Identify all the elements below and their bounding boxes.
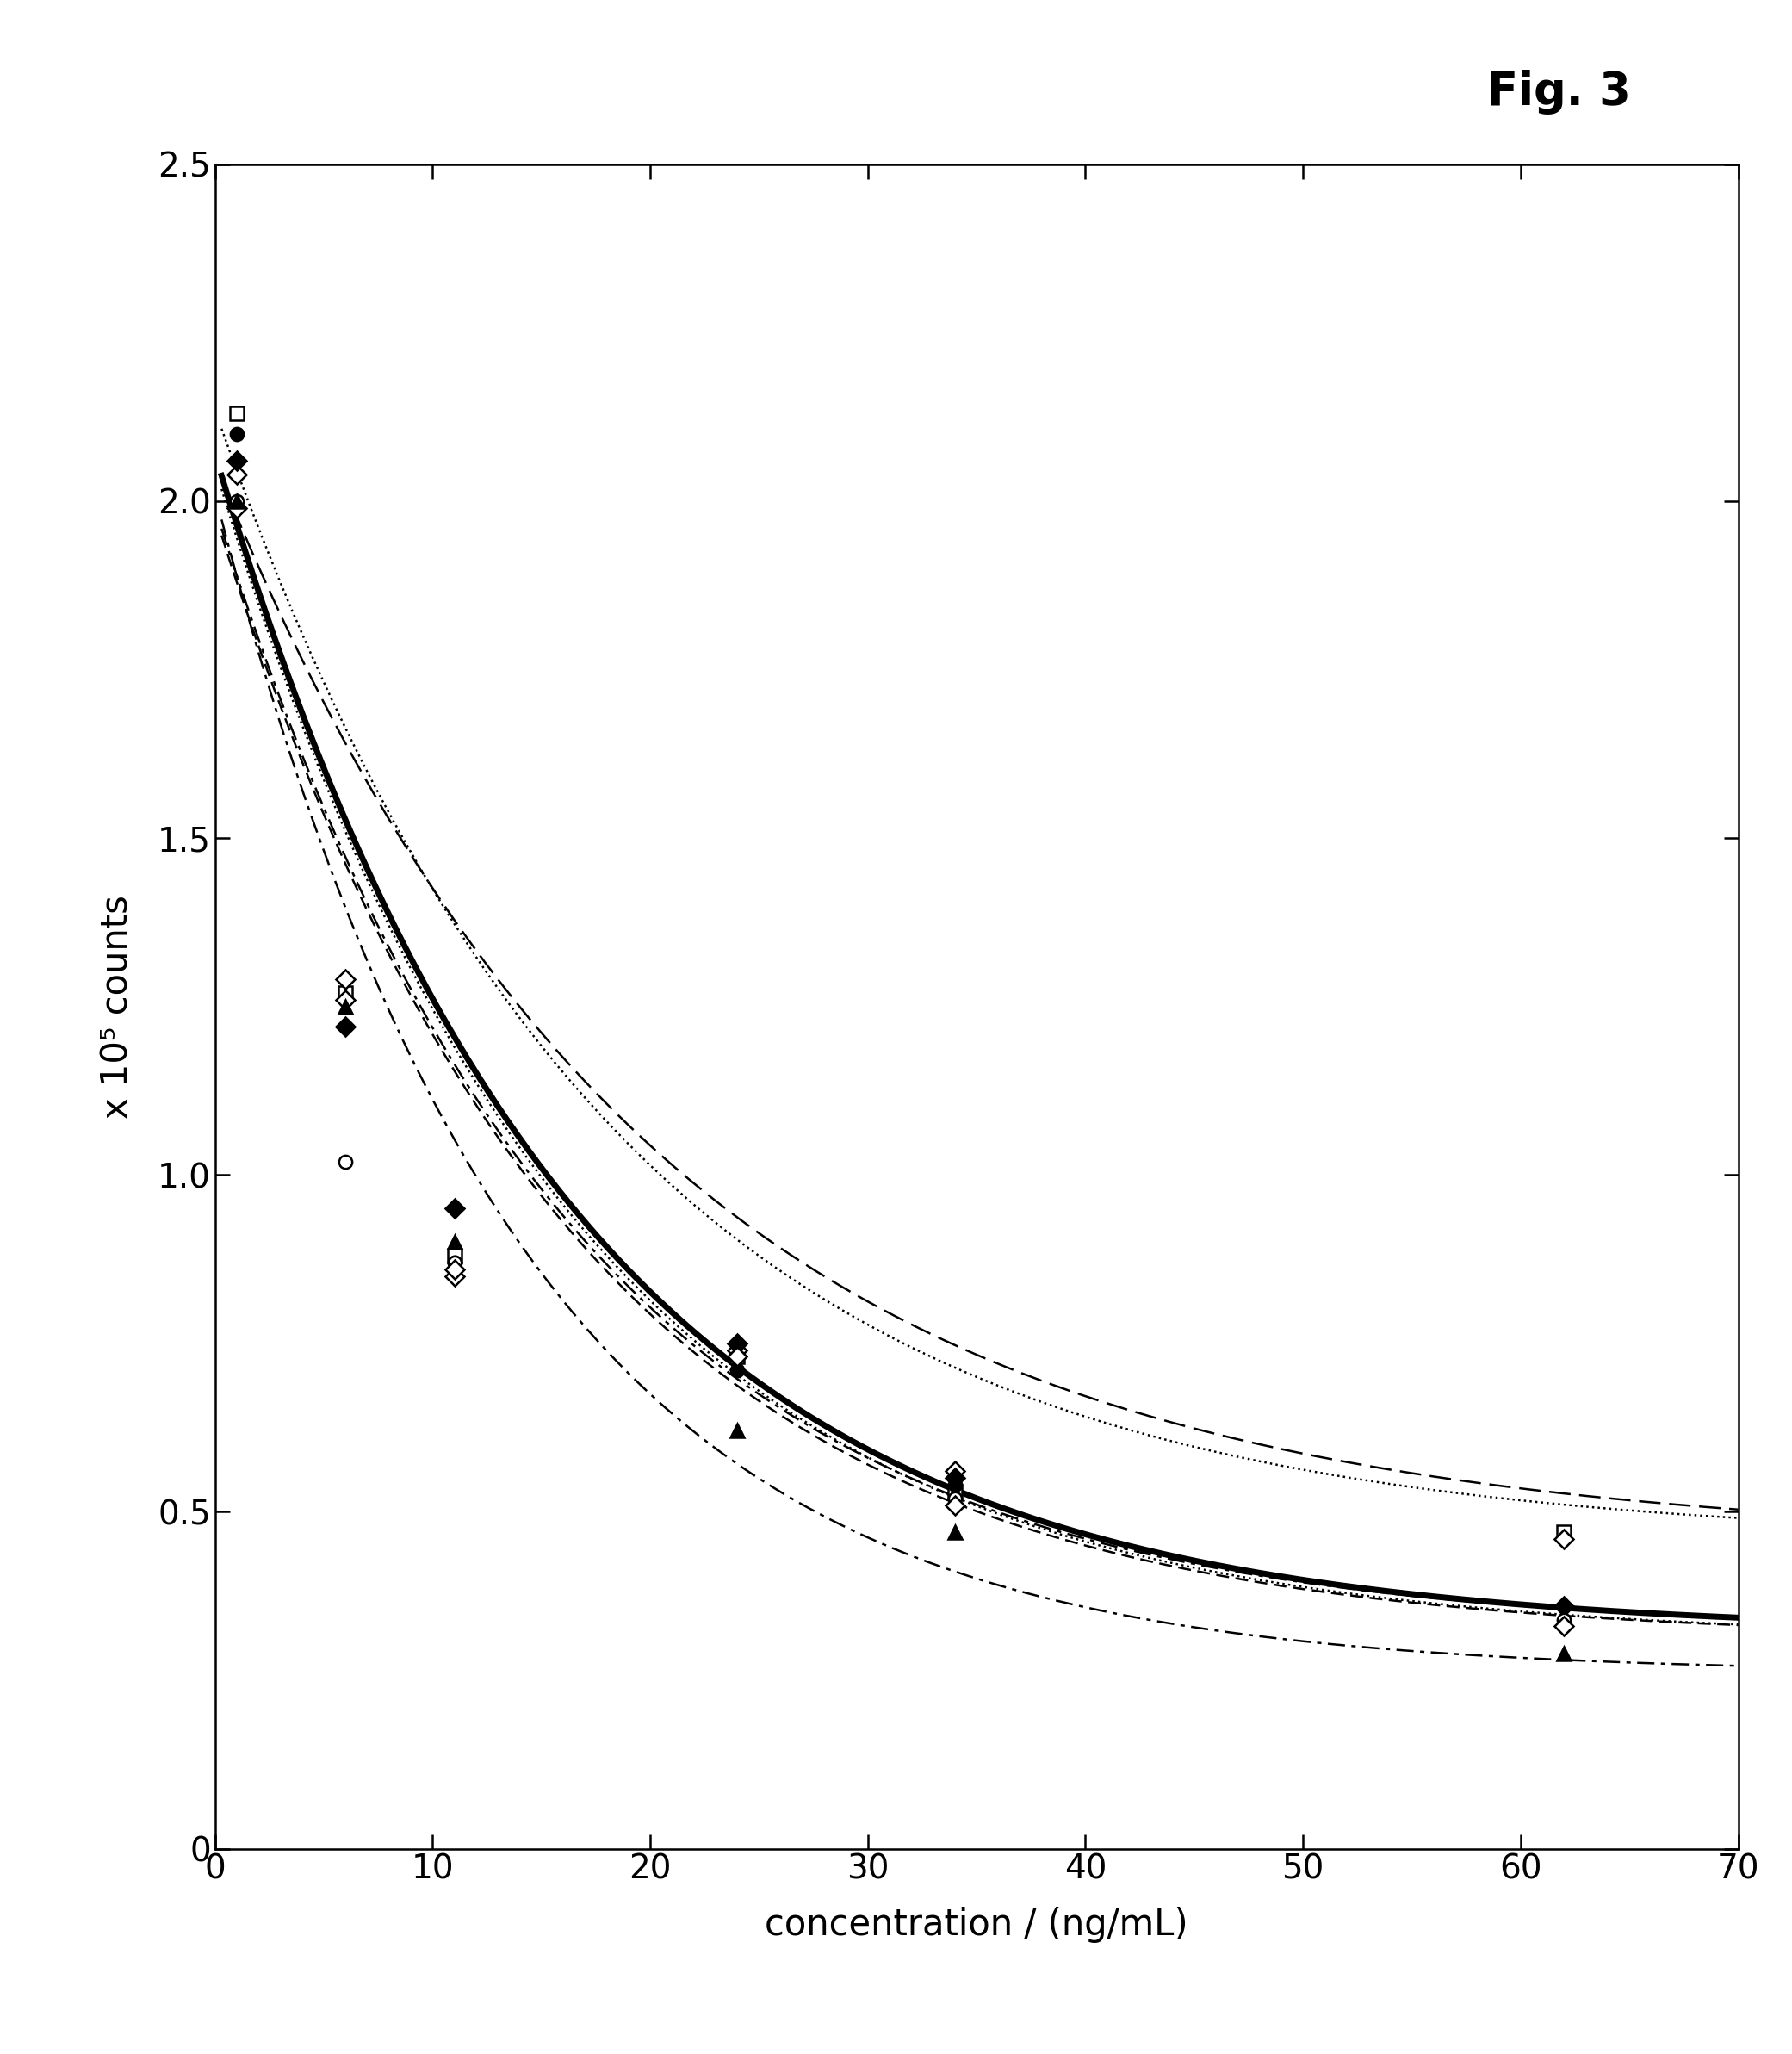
X-axis label: concentration / (ng/mL): concentration / (ng/mL) [765,1906,1188,1943]
Text: Fig. 3: Fig. 3 [1487,70,1631,115]
Y-axis label: x 10⁵ counts: x 10⁵ counts [100,896,136,1117]
